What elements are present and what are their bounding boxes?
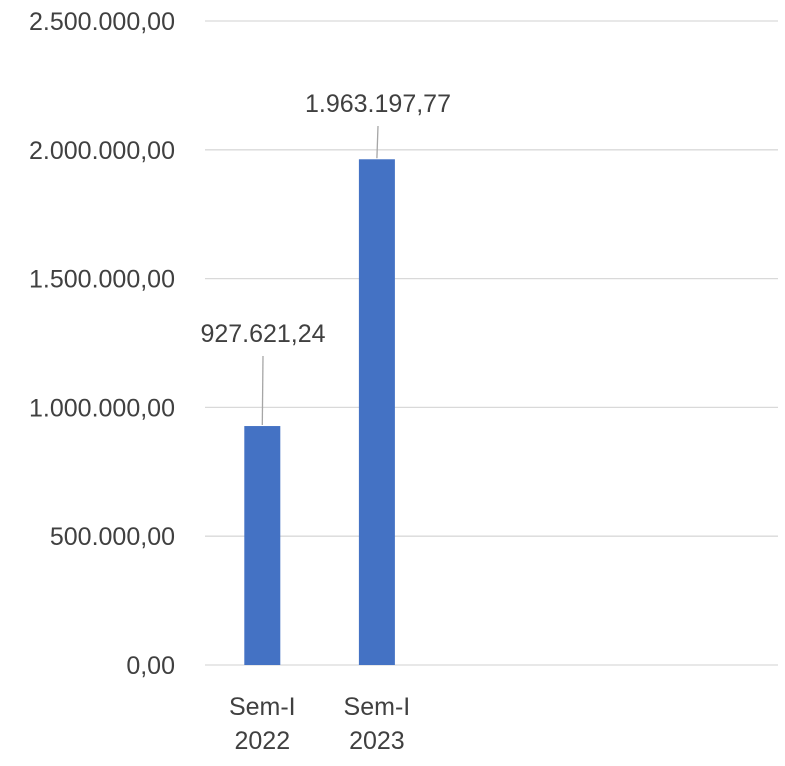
x-tick-label: Sem-I 2022 <box>229 693 296 755</box>
x-tick-label: Sem-I 2023 <box>344 693 411 755</box>
data-labels: 927.621,24 1.963.197,77 <box>200 90 451 348</box>
y-tick-label: 500.000,00 <box>50 523 175 551</box>
x-tick-label-line: Sem-I <box>229 693 296 721</box>
y-tick-label: 1.500.000,00 <box>29 266 175 294</box>
x-tick-label-line: 2022 <box>234 727 290 755</box>
x-tick-label-line: 2023 <box>349 727 405 755</box>
y-tick-label: 2.500.000,00 <box>29 8 175 36</box>
data-label: 1.963.197,77 <box>305 90 451 118</box>
data-label-leader-line <box>261 355 264 426</box>
bar <box>358 159 395 665</box>
y-axis-tick-labels: 0,00 500.000,00 1.000.000,00 1.500.000,00 2.… <box>29 8 175 680</box>
gridlines <box>205 20 778 666</box>
data-label-leader-line <box>376 125 379 159</box>
bars <box>244 159 395 665</box>
bar <box>244 426 281 665</box>
data-label: 927.621,24 <box>200 320 325 348</box>
x-axis-tick-labels: Sem-I 2022 Sem-I 2023 <box>229 693 410 755</box>
data-label-leader-lines <box>261 125 379 426</box>
y-tick-label: 0,00 <box>126 652 175 680</box>
x-tick-label-line: Sem-I <box>344 693 411 721</box>
y-tick-label: 1.000.000,00 <box>29 394 175 422</box>
y-tick-label: 2.000.000,00 <box>29 137 175 165</box>
